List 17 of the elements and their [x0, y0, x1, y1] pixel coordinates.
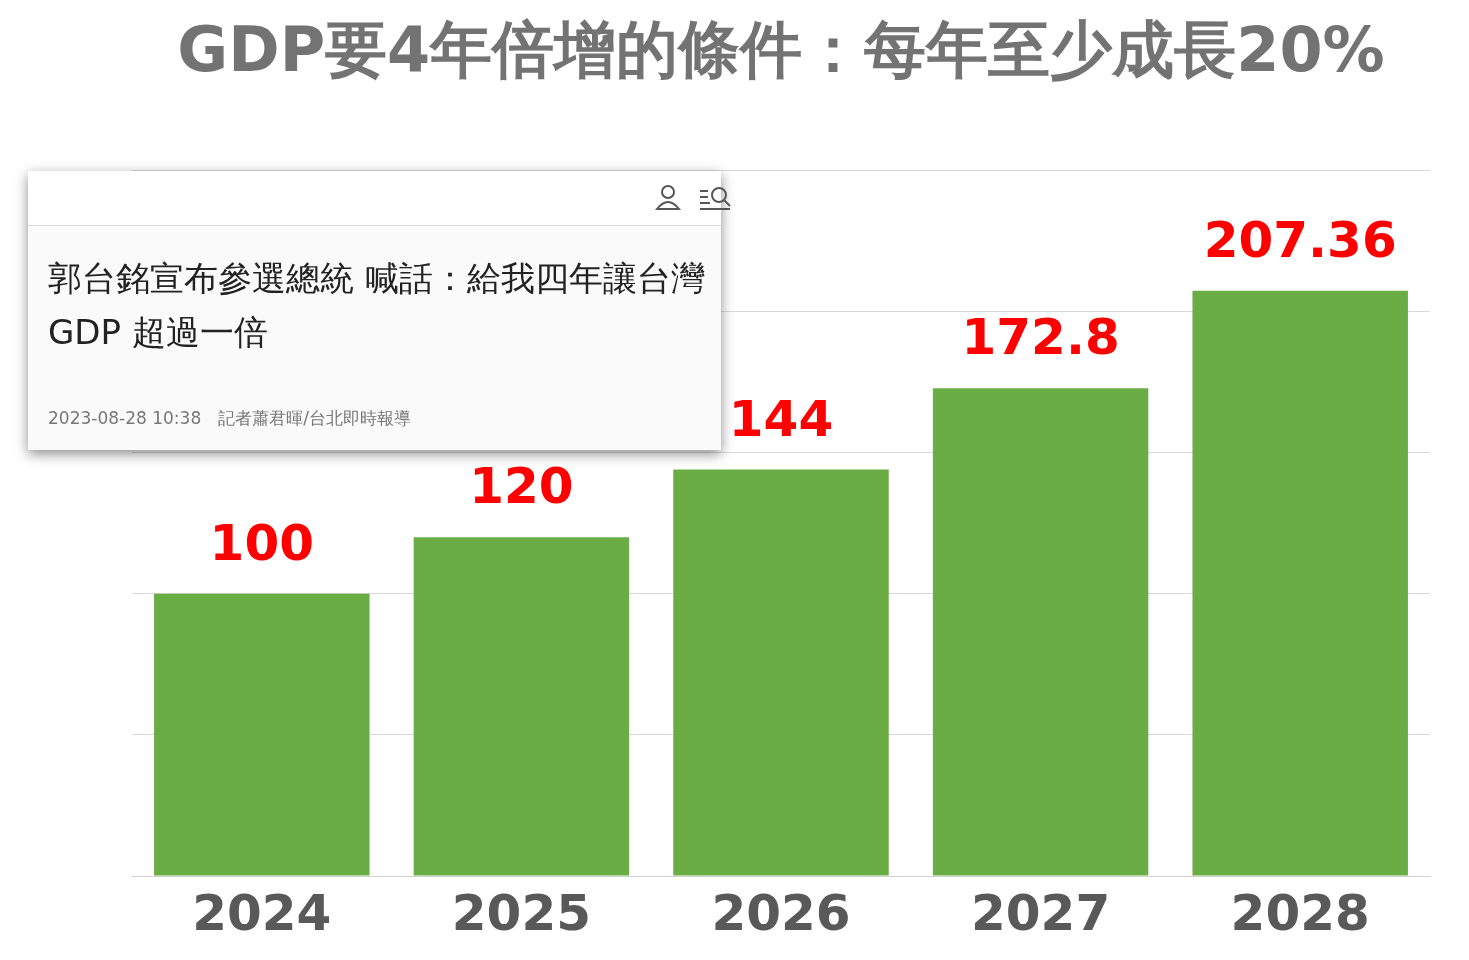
- x-tick-label: 2026: [711, 883, 851, 942]
- data-label: 207.36: [1203, 210, 1397, 269]
- x-tick-label: 2025: [451, 883, 591, 942]
- bar: [1192, 290, 1408, 876]
- bar: [673, 469, 889, 876]
- bar: [413, 537, 630, 876]
- bar: [154, 593, 370, 876]
- x-tick-label: 2028: [1230, 883, 1370, 942]
- bar: [932, 388, 1149, 876]
- data-label: 120: [469, 457, 574, 516]
- chart-title: GDP要4年倍增的條件：每年至少成長20%: [177, 13, 1385, 87]
- x-tick-label: 2024: [192, 883, 332, 942]
- data-label: 100: [209, 513, 314, 572]
- x-tick-label: 2027: [971, 883, 1111, 942]
- data-label: 172.8: [961, 308, 1120, 367]
- data-label: 144: [728, 389, 834, 448]
- annotation: 郭台銘宣布參選總統 喊話：給我四年讓台灣 GDP 超過一倍: [48, 257, 706, 354]
